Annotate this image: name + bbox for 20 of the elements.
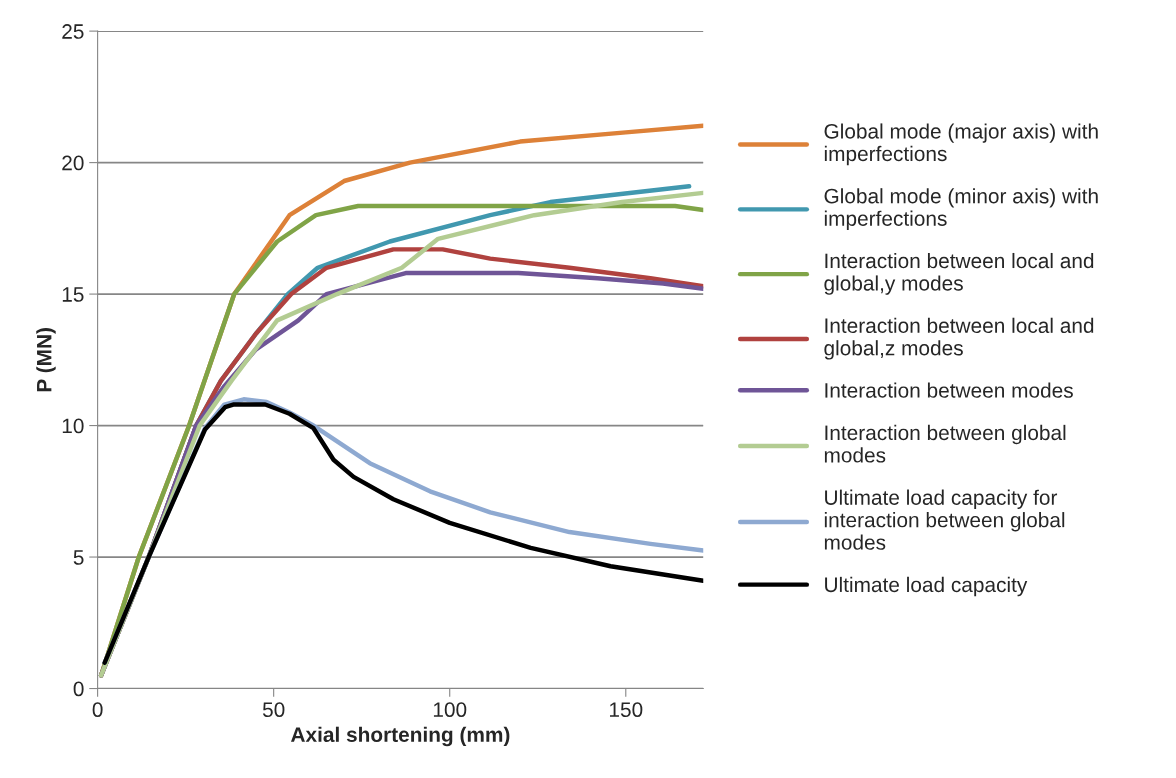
legend-label: Interaction between modes bbox=[825, 382, 1073, 398]
legend-label: Interaction between global modes bbox=[824, 424, 1066, 463]
x-tick-label: 150 bbox=[609, 702, 643, 718]
legend-label: Ultimate load capacity for interaction between global modes bbox=[824, 489, 1065, 550]
x-tick-label: 0 bbox=[92, 702, 103, 718]
legend-label: Interaction between local and global,z modes bbox=[824, 317, 1094, 360]
y-axis-title: P (MN) bbox=[36, 328, 56, 392]
x-axis-title: Axial shortening (mm) bbox=[290, 726, 510, 747]
y-tick-label: 10 bbox=[62, 418, 84, 434]
legend-label: Ultimate load capacity bbox=[825, 576, 1028, 597]
y-tick-label: 25 bbox=[62, 24, 84, 39]
y-tick-label: 0 bbox=[73, 681, 84, 697]
legend-label: Global mode (minor axis) with imperfections bbox=[824, 188, 1098, 231]
y-tick-label: 20 bbox=[62, 155, 84, 171]
y-tick-label: 15 bbox=[62, 287, 84, 302]
legend-label: Global mode (major axis) with imperfections bbox=[824, 123, 1098, 166]
x-tick-label: 100 bbox=[433, 702, 467, 718]
y-tick-label: 5 bbox=[73, 550, 84, 565]
x-tick-label: 50 bbox=[262, 702, 285, 718]
legend-label: Interaction between local and global,y modes bbox=[824, 252, 1094, 295]
